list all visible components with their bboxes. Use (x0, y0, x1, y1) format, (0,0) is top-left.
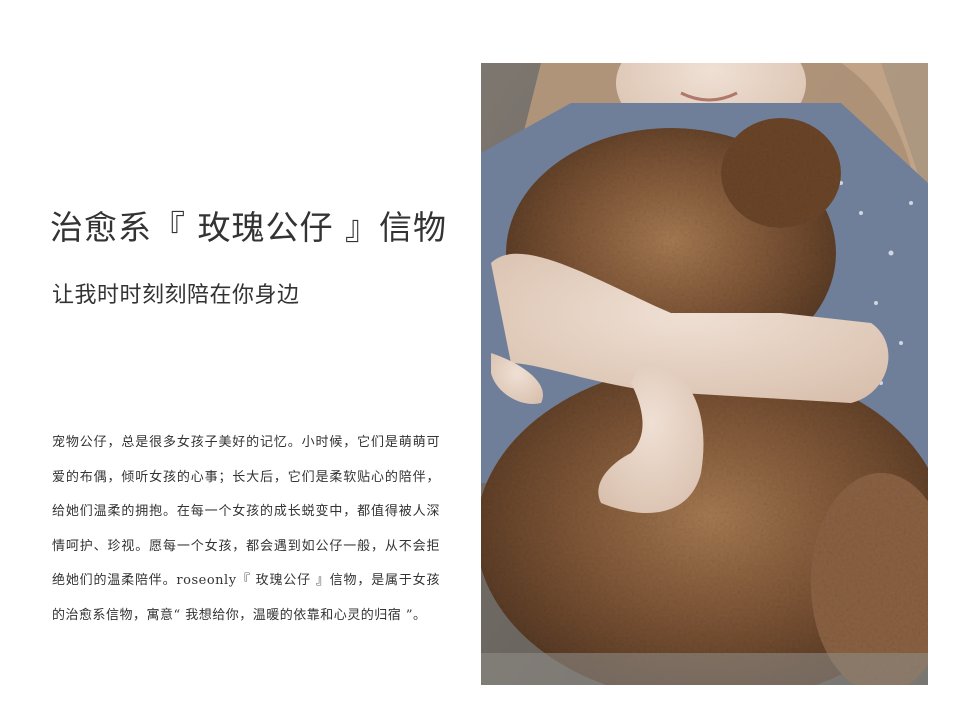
teddy-bear-photo (481, 63, 928, 685)
teddy-bear-photo-illustration (481, 63, 928, 685)
description-paragraph: 宠物公仔，总是很多女孩子美好的记忆。小时候，它们是萌萌可爱的布偶，倾听女孩的心事… (52, 435, 440, 623)
page-subtitle: 让我时时刻刻陪在你身边 (52, 283, 300, 308)
page-title: 治愈系『 玫瑰公仔 』信物 (50, 208, 447, 247)
